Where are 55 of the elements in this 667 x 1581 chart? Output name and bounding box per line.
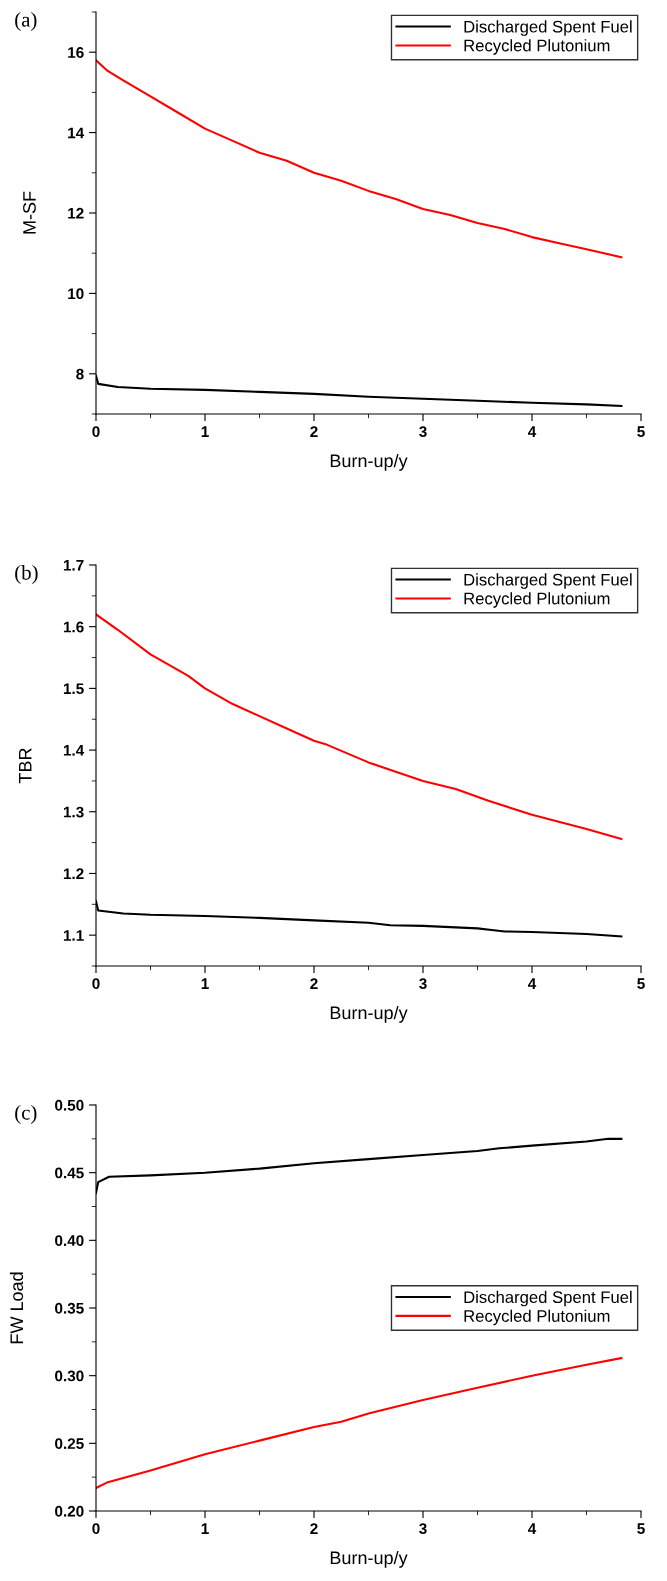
y-tick-label: 0.45 (55, 1167, 84, 1179)
text: (a) (15, 12, 37, 31)
y-tick-label: 0.30 (55, 1370, 84, 1382)
y-tick-label: 16 (68, 47, 84, 58)
y-tick-label: 1.6 (63, 621, 84, 633)
text: (c) (15, 1105, 37, 1124)
x-tick-label: 4 (527, 1523, 537, 1534)
x-tick-label: 3 (419, 426, 427, 438)
y-tick-label: 0.20 (55, 1505, 84, 1517)
x-tick-label: 2 (310, 978, 318, 989)
y-tick-label: 1.1 (63, 930, 84, 941)
y-tick-label: 0.50 (55, 1099, 84, 1111)
y-axis-title: FW Load (9, 1272, 24, 1344)
x-tick-label: 3 (419, 978, 427, 990)
text: (b) (15, 565, 38, 584)
line-series (96, 1357, 623, 1490)
legend-label: Discharged Spent Fuel (464, 20, 632, 36)
x-tick-label: 0 (92, 978, 100, 990)
x-axis-title: Burn-up/y (330, 1550, 408, 1568)
y-tick-label: 1.5 (63, 683, 84, 695)
y-tick-label: 1.3 (63, 806, 84, 818)
x-tick-label: 3 (419, 1523, 427, 1535)
y-tick-label: 10 (68, 288, 84, 300)
x-tick-label: 0 (92, 426, 100, 438)
x-axis-title: Burn-up/y (330, 1005, 408, 1023)
y-tick-label: 14 (68, 127, 85, 139)
x-tick-label: 5 (637, 1523, 645, 1535)
legend-label: Recycled Plutonium (464, 592, 610, 608)
legend-label: Discharged Spent Fuel (464, 573, 632, 589)
y-tick-label: 1.7 (63, 560, 84, 571)
x-tick-label: 1 (201, 1523, 209, 1534)
x-tick-label: 5 (637, 978, 645, 990)
line-series (96, 59, 623, 259)
y-tick-label: 1.2 (63, 868, 84, 879)
y-axis-title: M-SF (23, 191, 36, 234)
y-axis-title: TBR (19, 748, 32, 784)
x-tick-label: 1 (201, 426, 209, 437)
x-tick-label: 1 (201, 978, 209, 989)
y-tick-label: 0.35 (55, 1302, 84, 1314)
line-series (96, 613, 623, 840)
y-tick-label: 12 (68, 207, 84, 219)
x-axis-title: Burn-up/y (330, 453, 408, 471)
x-tick-label: 2 (310, 1523, 318, 1534)
x-tick-label: 0 (92, 1523, 100, 1535)
legend-label: Discharged Spent Fuel (464, 1290, 632, 1307)
x-tick-label: 4 (527, 978, 537, 989)
x-tick-label: 2 (310, 426, 318, 437)
y-tick-label: 0.40 (55, 1235, 84, 1247)
x-tick-label: 5 (637, 426, 645, 438)
legend-label: Recycled Plutonium (464, 1309, 610, 1326)
y-tick-label: 8 (76, 368, 84, 380)
y-tick-label: 1.4 (63, 745, 85, 756)
legend-label: Recycled Plutonium (464, 39, 610, 55)
x-tick-label: 4 (527, 426, 537, 437)
y-tick-label: 0.25 (55, 1438, 84, 1450)
